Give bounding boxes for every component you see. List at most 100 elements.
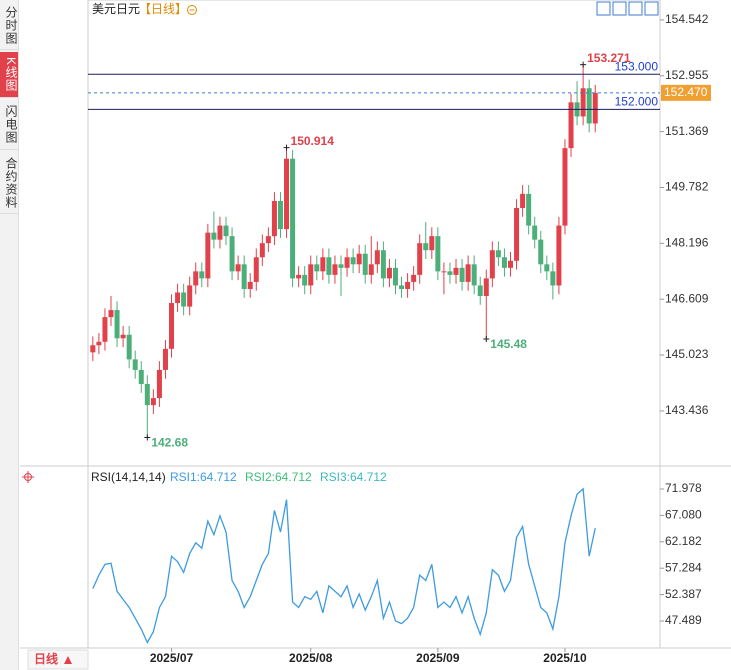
extreme-marker [483,335,490,342]
candle-body [156,369,162,399]
settings-icon[interactable] [22,471,34,483]
y-tick-label: 145.023 [665,347,709,361]
candle-body [253,257,259,282]
tab[interactable]: 闪电图 [0,100,18,150]
y-tick-label: 146.609 [665,291,709,305]
candle-body [374,250,380,265]
y-tick-label: 71.978 [665,481,702,495]
candle-body [435,236,441,272]
y-tick-label: 143.436 [665,403,709,417]
candle-body [108,310,114,318]
candle-body [120,334,126,339]
candle-body [441,271,447,273]
candle-body [247,281,253,289]
zoom-icon[interactable] [187,5,197,15]
candle-body [526,193,532,226]
period-label[interactable]: 【日线】 [139,2,187,16]
extreme-marker [283,144,290,151]
candle-body [495,250,501,258]
tab[interactable]: 合约资料 [0,152,18,214]
candle-body [302,274,308,286]
instrument-title: 美元日元 [92,2,140,16]
candle-body [544,264,550,272]
candle-body [144,384,150,406]
candle-body [580,88,586,117]
arrow-icon [64,656,72,664]
y-tick-label: 148.196 [665,236,709,250]
price-line-label: 152.000 [615,95,659,109]
candle-body [338,264,344,268]
x-tick-label: 2025/10 [543,651,587,665]
last-price-box [661,84,711,101]
candle-body [471,264,477,286]
candle-body [102,317,108,342]
y-tick-label: 67.080 [665,508,702,522]
candle-body [447,271,453,275]
tab-active[interactable]: K线图 [0,52,18,98]
y-tick-label: 151.369 [665,124,709,138]
candle-body [386,267,392,279]
extreme-marker [580,61,587,68]
x-tick-label: 2025/07 [150,651,194,665]
candle-body [417,243,423,275]
candle-body [501,257,507,268]
y-tick-label: 47.489 [665,613,702,627]
candle-body [399,285,405,289]
candle-body [169,303,175,349]
period-button[interactable] [27,649,89,670]
extreme-label: 142.68 [151,436,188,450]
candle-body [199,271,205,279]
y-tick-label: 52.387 [665,587,702,601]
candle-body [150,398,156,406]
y-tick-label: 149.782 [665,180,709,194]
candle-body [514,207,520,261]
candle-body [562,148,568,226]
candle-body [477,285,483,297]
tool-button[interactable] [644,1,659,16]
indicator-title: RSI(14,14,14) [91,470,166,484]
candle-body [556,225,562,286]
candle-body [90,345,96,353]
candle-body [175,292,181,304]
extreme-label: 145.48 [490,337,527,351]
candle-body [229,236,235,272]
tab[interactable]: 分时图 [0,2,18,50]
candle-body [308,264,314,286]
tool-button[interactable] [612,1,627,16]
candle-body [162,348,168,370]
tool-button[interactable] [596,1,611,16]
candle-body [538,239,544,265]
candle-body [483,278,489,297]
candle-body [284,158,290,230]
candle-body [259,243,265,258]
candle-body [211,232,217,240]
candle-body [187,285,193,307]
price-line-label: 153.000 [615,59,659,73]
candle-body [320,257,326,272]
candle-body [277,200,283,230]
candle-body [314,264,320,272]
candle-body [405,281,411,289]
candle-body [350,257,356,265]
candle-body [332,264,338,275]
candle-body [126,334,132,360]
candle-body [592,92,598,124]
candle-body [429,236,435,251]
candle-body [290,158,296,279]
last-price-label: 152.470 [664,85,708,99]
extreme-label: 150.914 [291,134,335,148]
candle-body [344,257,350,268]
candle-body [235,264,241,272]
candle-body [550,271,556,286]
candle-body [520,193,526,208]
candle-body [532,225,538,240]
legend-label: RSI2:64.712 [245,470,312,484]
candle-body [380,250,386,279]
candle-body [586,88,592,124]
tool-button[interactable] [628,1,643,16]
candle-body [271,200,277,237]
candle-body [181,292,187,307]
candle-body [132,359,138,370]
candle-body [205,232,211,279]
